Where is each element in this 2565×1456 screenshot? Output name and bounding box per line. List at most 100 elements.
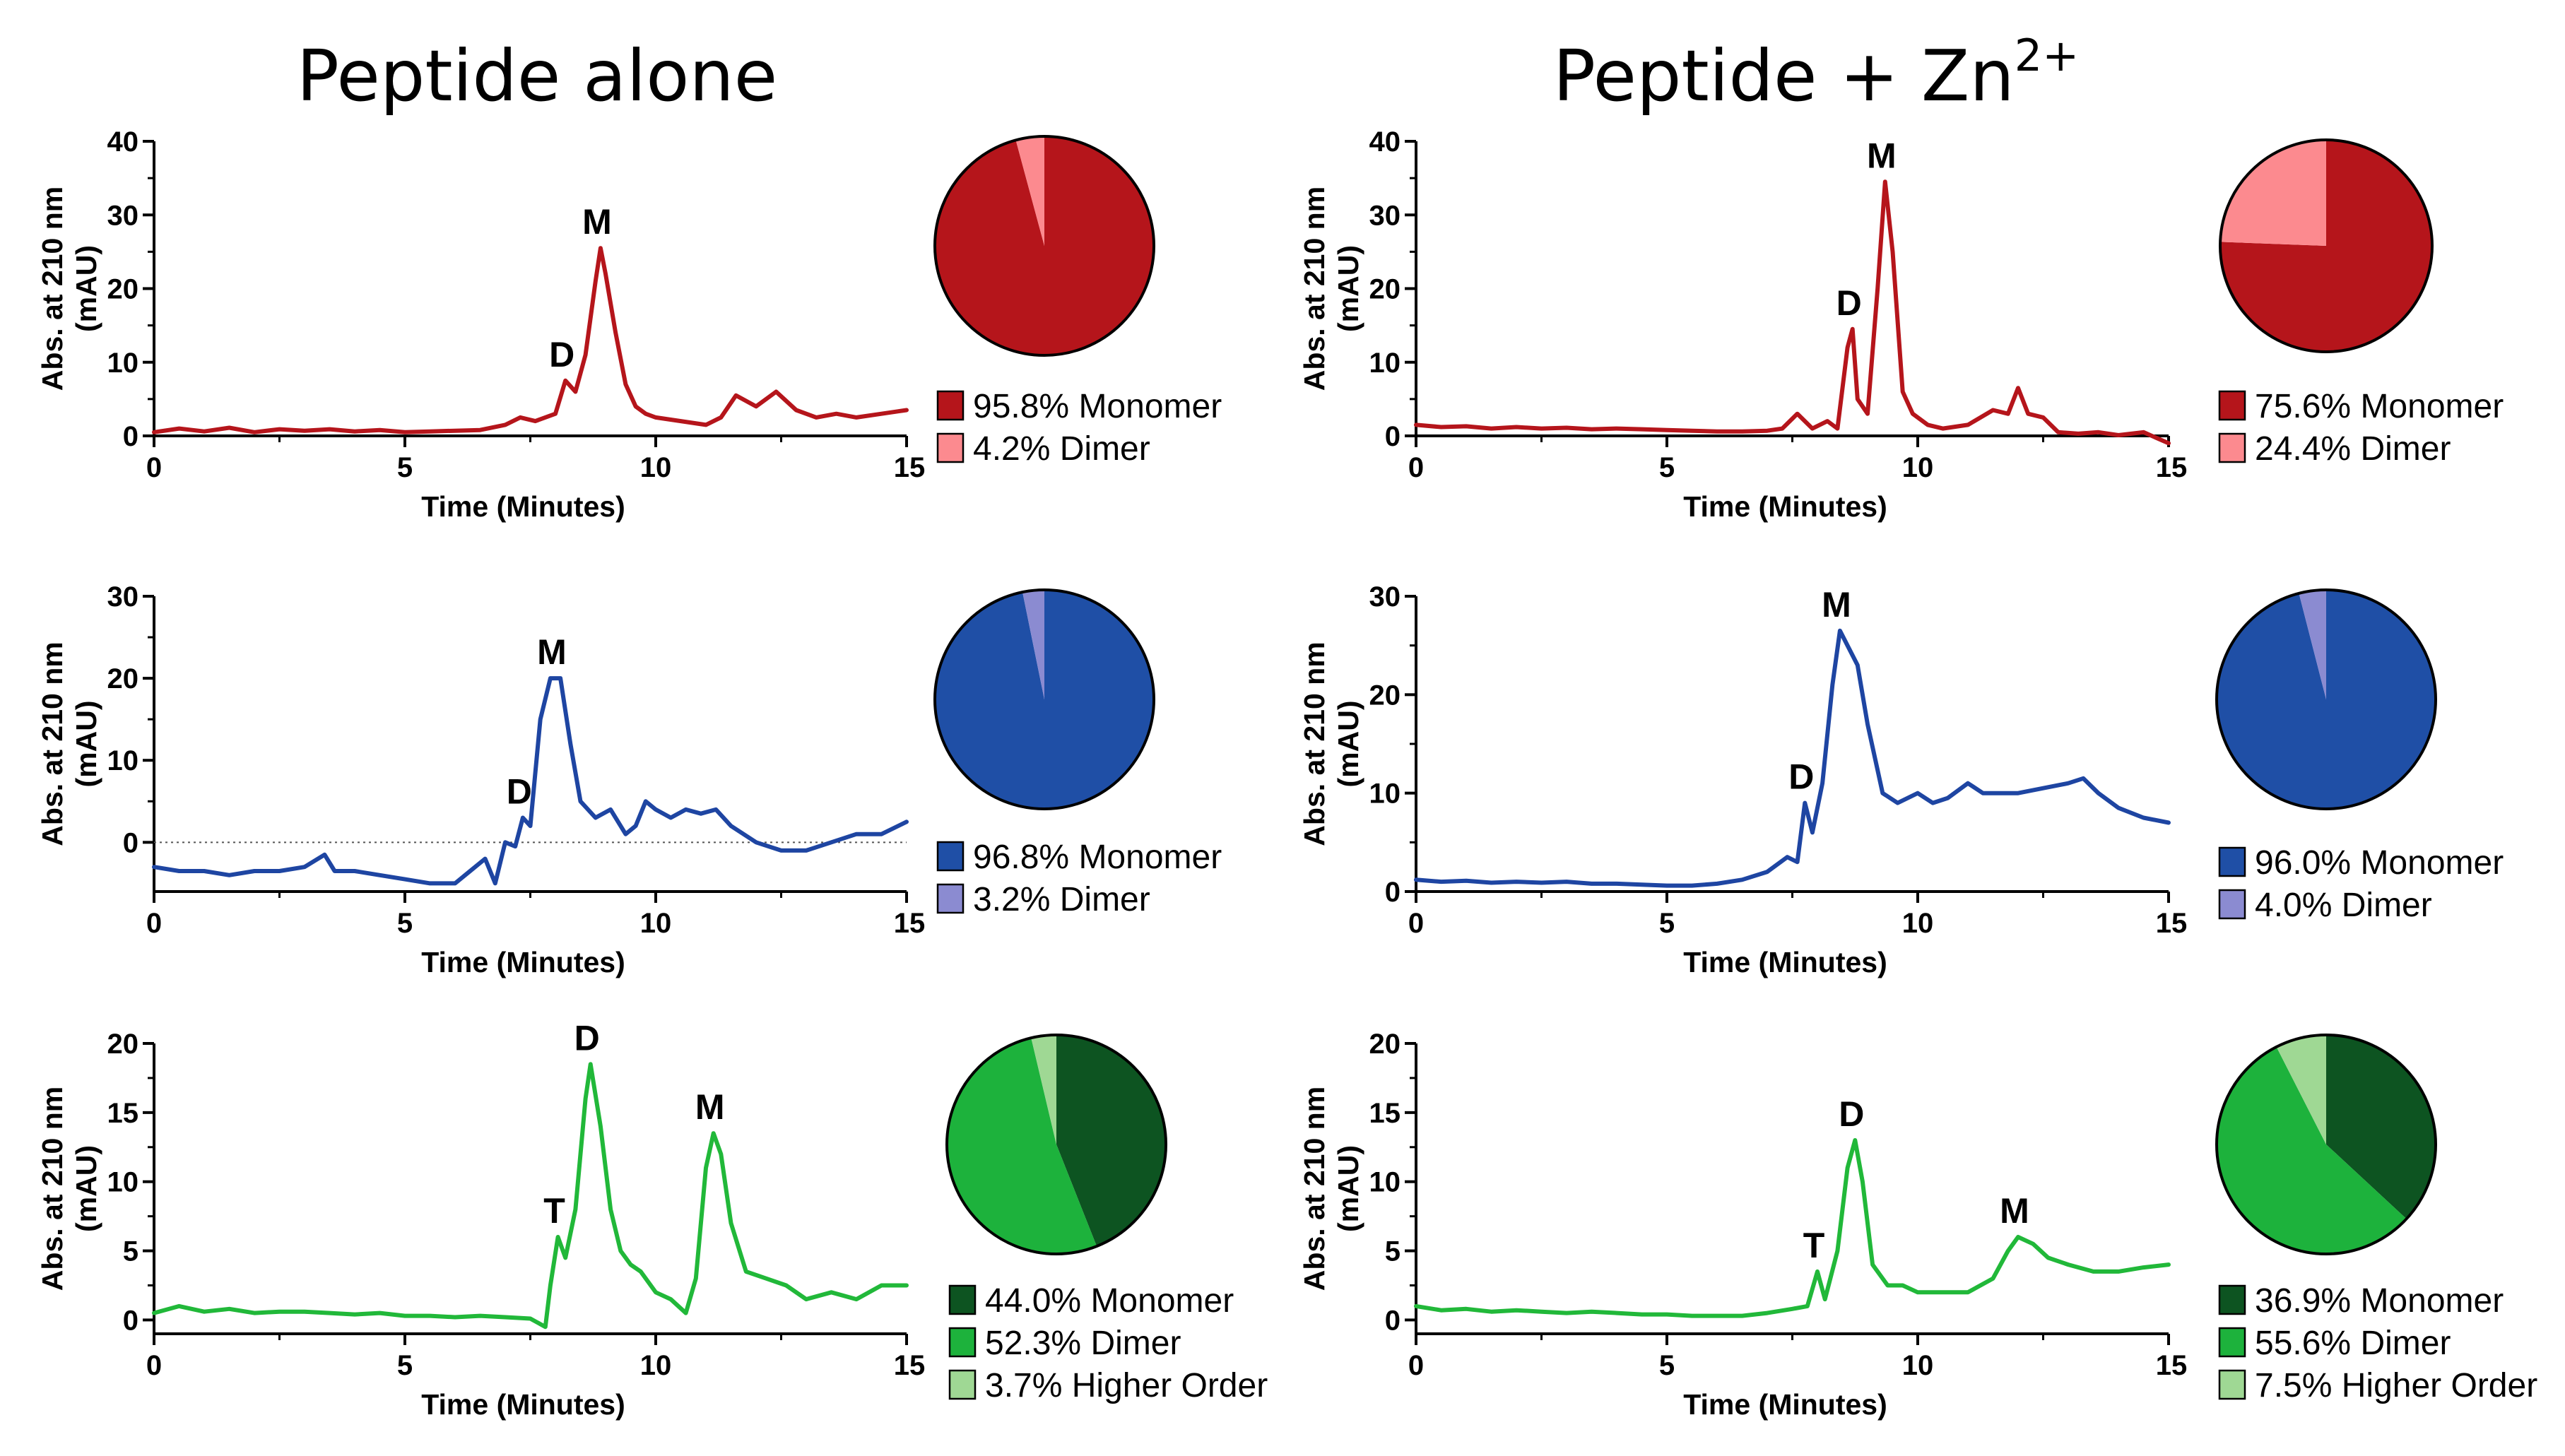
chromatogram-trace xyxy=(1414,179,2171,446)
legend-swatch-monomer xyxy=(936,841,965,872)
x-tick-label: 15 xyxy=(894,908,926,939)
y-tick-label: 30 xyxy=(1369,200,1401,231)
legend-swatch-higher-order xyxy=(948,1369,977,1400)
pie-slice-higher-order xyxy=(2276,1035,2326,1144)
x-tick-label: 10 xyxy=(640,908,672,939)
y-axis-title: Abs. at 210 nm(mAU) xyxy=(1298,641,1364,846)
x-tick-label: 0 xyxy=(146,1350,162,1381)
y-tick-label: 30 xyxy=(107,200,139,231)
x-tick-label: 5 xyxy=(1659,452,1675,483)
peak-label-D: D xyxy=(1836,283,1862,323)
legend-swatch-dimer xyxy=(2218,889,2246,920)
x-tick-label: 0 xyxy=(1408,908,1424,939)
y-tick-label: 10 xyxy=(107,1167,139,1198)
x-tick-label: 5 xyxy=(1659,908,1675,939)
x-tick-label: 10 xyxy=(640,1350,672,1381)
y-tick-label: 20 xyxy=(1369,1029,1401,1060)
peak-label-D: D xyxy=(574,1018,600,1058)
chart-panel-alone-blue: 0 10 20 30 0 5 10 15 Time (Minutes) Abs. at 210 n… xyxy=(36,581,1222,978)
legend-swatch-dimer xyxy=(2218,432,2246,463)
y-tick-label: 10 xyxy=(1369,1167,1401,1198)
y-tick-label: 0 xyxy=(1385,421,1401,452)
x-tick-label: 15 xyxy=(894,452,926,483)
x-tick-label: 0 xyxy=(146,452,162,483)
x-tick-label: 5 xyxy=(1659,1350,1675,1381)
peak-label-D: D xyxy=(549,335,574,374)
pie-slice-monomer xyxy=(935,136,1155,355)
legend-swatch-dimer xyxy=(936,432,965,463)
pie-outline xyxy=(933,135,1155,357)
x-tick-label: 15 xyxy=(2156,908,2188,939)
y-tick-label: 0 xyxy=(123,421,138,452)
peak-label-M: M xyxy=(1822,585,1851,625)
x-tick-label: 5 xyxy=(397,452,413,483)
legend-label: 96.0% Monomer xyxy=(2255,844,2504,882)
right-title-superscript: 2+ xyxy=(2015,30,2079,81)
y-tick-label: 0 xyxy=(1385,877,1401,908)
legend-swatch-higher-order xyxy=(2218,1369,2246,1400)
legend-label: 55.6% Dimer xyxy=(2255,1325,2451,1362)
legend-label: 96.8% Monomer xyxy=(973,839,1222,876)
pie-slice-monomer xyxy=(1056,1035,1167,1247)
pie-outline xyxy=(2219,138,2434,353)
y-axis-title-line2: (mAU) xyxy=(70,245,102,332)
x-tick-label: 10 xyxy=(640,452,672,483)
y-tick-label: 10 xyxy=(1369,779,1401,810)
x-tick-label: 15 xyxy=(2156,452,2188,483)
legend-swatch-dimer xyxy=(936,883,965,914)
x-tick-label: 15 xyxy=(894,1350,926,1381)
y-axis-title-line2: (mAU) xyxy=(70,701,102,788)
y-axis-title: Abs. at 210 nm(mAU) xyxy=(1298,187,1364,391)
chart-panel-zn-red: 0 10 20 30 40 0 5 10 15 Time (Minutes) Abs. at 210… xyxy=(1298,126,2504,523)
legend-swatch-dimer xyxy=(2218,1327,2246,1358)
chromatogram-trace xyxy=(152,676,909,886)
pie-slice-higher-order xyxy=(1031,1035,1056,1144)
pie-slice-dimer xyxy=(2299,589,2326,699)
peak-label-D: D xyxy=(1839,1094,1864,1134)
legend-label: 52.3% Dimer xyxy=(985,1325,1181,1362)
x-tick-label: 0 xyxy=(1408,1350,1424,1381)
x-tick-label: 10 xyxy=(1902,1350,1934,1381)
y-axis-title-line1: Abs. at 210 nm xyxy=(1298,187,1331,391)
legend-label: 3.7% Higher Order xyxy=(985,1367,1268,1404)
peak-label-M: M xyxy=(1867,136,1897,175)
pie-slice-dimer xyxy=(947,1038,1097,1254)
y-tick-label: 10 xyxy=(1369,348,1401,379)
y-tick-label: 10 xyxy=(107,745,139,776)
pie-slice-monomer xyxy=(2216,590,2436,809)
x-axis-title: Time (Minutes) xyxy=(1683,1388,1887,1421)
y-tick-label: 20 xyxy=(107,274,139,305)
x-tick-label: 5 xyxy=(397,1350,413,1381)
y-tick-label: 20 xyxy=(107,663,139,694)
y-tick-label: 30 xyxy=(107,581,139,612)
pie-slice-monomer xyxy=(2326,1035,2436,1219)
pie-outline xyxy=(933,588,1155,810)
peak-label-D: D xyxy=(507,772,532,812)
chromatogram-trace xyxy=(152,1062,909,1330)
x-tick-label: 5 xyxy=(397,908,413,939)
legend-label: 36.9% Monomer xyxy=(2255,1282,2504,1320)
peak-label-M: M xyxy=(582,202,612,242)
x-axis-title: Time (Minutes) xyxy=(421,1388,625,1421)
peak-label-M: M xyxy=(2000,1191,2029,1231)
y-tick-label: 40 xyxy=(107,126,139,158)
y-tick-label: 0 xyxy=(123,1305,138,1336)
legend-swatch-monomer xyxy=(2218,390,2246,421)
chart-panel-alone-red: 0 10 20 30 40 0 5 10 15 Time (Minutes) Abs. at 210… xyxy=(36,126,1222,523)
x-tick-label: 0 xyxy=(146,908,162,939)
y-axis-title-line2: (mAU) xyxy=(1332,701,1364,788)
legend-label: 3.2% Dimer xyxy=(973,881,1150,918)
legend-label: 4.0% Dimer xyxy=(2255,887,2432,924)
y-axis-title: Abs. at 210 nm(mAU) xyxy=(36,187,102,391)
x-axis-title: Time (Minutes) xyxy=(421,490,625,523)
y-axis-title-line1: Abs. at 210 nm xyxy=(36,187,69,391)
peak-label-D: D xyxy=(1788,757,1814,797)
x-axis-title: Time (Minutes) xyxy=(421,946,625,978)
pie-slice-dimer xyxy=(2216,1046,2407,1254)
y-tick-label: 0 xyxy=(1385,1305,1401,1336)
x-tick-label: 0 xyxy=(1408,452,1424,483)
pie-outline xyxy=(2215,588,2437,810)
peak-label-T: T xyxy=(1803,1226,1825,1265)
pie-outline xyxy=(945,1034,1167,1255)
